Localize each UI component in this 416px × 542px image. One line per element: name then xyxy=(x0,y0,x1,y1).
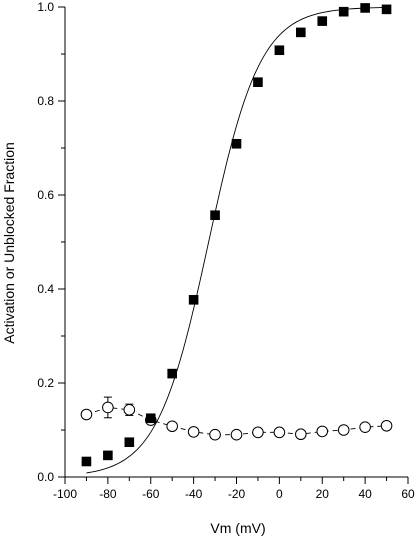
fit-curve-layer xyxy=(86,7,387,474)
unblocked-point xyxy=(80,408,93,421)
x-tick-label: 40 xyxy=(358,487,372,501)
unblocked-point xyxy=(123,403,136,416)
activation-point xyxy=(338,6,349,17)
y-tick-label: 0.0 xyxy=(37,470,54,484)
x-tick-label: -40 xyxy=(185,487,203,501)
activation-point xyxy=(317,16,328,26)
activation-point xyxy=(188,295,199,305)
unblocked-point xyxy=(230,428,243,441)
x-tick-label: -80 xyxy=(99,487,117,501)
unblocked-point xyxy=(359,421,371,433)
activation-point xyxy=(145,413,156,424)
x-tick-label: 60 xyxy=(401,487,415,501)
y-tick-label: 0.8 xyxy=(37,94,54,108)
activation-point xyxy=(274,45,285,56)
activation-point xyxy=(210,210,220,221)
x-tick-label: 20 xyxy=(316,487,330,501)
activation-point xyxy=(103,450,113,461)
unblocked-point xyxy=(209,428,221,441)
unblocked-point xyxy=(295,428,307,441)
x-axis-title: Vm (mV) xyxy=(210,520,265,536)
unblocked-point xyxy=(273,426,286,439)
y-tick-label: 0.4 xyxy=(37,282,54,296)
unblocked-point xyxy=(102,401,114,414)
activation-point xyxy=(253,77,263,87)
unblocked-point xyxy=(252,426,264,439)
axis-ticks: -100 -80 -60 -40 -20 0 20 40 60 0.0 0.2 0.4 0.6 0.8 1.… xyxy=(37,0,415,501)
activation-point xyxy=(360,3,370,13)
y-axis-title: Activation or Unblocked Fraction xyxy=(1,142,17,344)
activation-point xyxy=(231,138,242,149)
activation-point xyxy=(81,456,92,467)
activation-fit-curve xyxy=(86,7,387,474)
x-tick-label: 0 xyxy=(276,487,283,501)
unblocked-point xyxy=(380,419,393,432)
y-tick-label: 0.6 xyxy=(37,188,54,202)
unblocked-point xyxy=(337,424,350,436)
data-points-layer xyxy=(80,3,393,467)
unblocked-point xyxy=(187,426,200,438)
activation-point xyxy=(167,368,177,379)
activation-point xyxy=(381,4,392,15)
plot-area xyxy=(64,7,408,478)
activation-point xyxy=(296,27,306,38)
x-tick-label: -60 xyxy=(142,487,160,501)
y-tick-label: 0.2 xyxy=(37,376,54,390)
x-tick-label: -100 xyxy=(53,487,77,501)
x-tick-label: -20 xyxy=(228,487,246,501)
activation-point xyxy=(124,437,135,448)
unblocked-point xyxy=(316,425,329,438)
y-tick-label: 1.0 xyxy=(37,0,54,14)
unblocked-point xyxy=(166,420,178,433)
